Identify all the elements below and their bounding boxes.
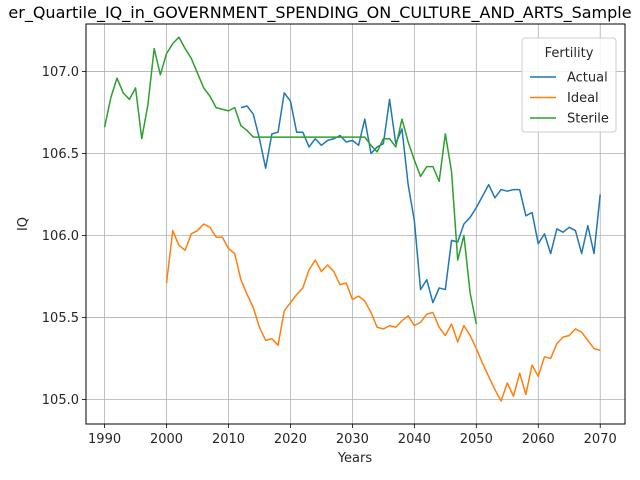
x-tick-label: 2070 bbox=[584, 432, 617, 447]
x-tick-label: 2060 bbox=[522, 432, 555, 447]
y-tick-label: 106.5 bbox=[42, 147, 79, 162]
series-lines bbox=[103, 36, 601, 402]
legend-label-actual: Actual bbox=[567, 71, 608, 86]
legend-title: Fertility bbox=[545, 46, 594, 61]
legend-entries: Actual Ideal Sterile bbox=[530, 71, 609, 127]
y-axis-title: IQ bbox=[16, 217, 31, 231]
series-line-actual bbox=[240, 92, 601, 304]
x-tick-label: 2050 bbox=[460, 432, 493, 447]
chart-title: er_Quartile_IQ_in_GOVERNMENT_SPENDING_ON… bbox=[8, 3, 631, 23]
legend-label-sterile: Sterile bbox=[567, 112, 609, 127]
x-tick-label: 2000 bbox=[150, 432, 183, 447]
y-tick-label: 105.0 bbox=[42, 393, 79, 408]
y-tick-label: 106.0 bbox=[42, 229, 79, 244]
axis-ticks: 1990 2000 2010 2020 2030 2040 2050 2060 2070 105.… bbox=[42, 65, 617, 447]
series-line-ideal bbox=[165, 223, 601, 402]
legend-label-ideal: Ideal bbox=[567, 91, 599, 106]
x-tick-label: 2020 bbox=[274, 432, 307, 447]
legend-box bbox=[521, 37, 617, 133]
y-tick-label: 105.5 bbox=[42, 311, 79, 326]
plot-area-frame bbox=[85, 23, 626, 425]
legend: Fertility Actual Ideal Sterile bbox=[521, 37, 617, 133]
x-tick-label: 2030 bbox=[336, 432, 369, 447]
y-tick-label: 107.0 bbox=[42, 65, 79, 80]
x-tick-label: 2040 bbox=[398, 432, 431, 447]
x-axis-title: Years bbox=[337, 451, 373, 466]
x-tick-label: 2010 bbox=[212, 432, 245, 447]
series-line-sterile bbox=[103, 36, 478, 325]
x-tick-label: 1990 bbox=[88, 432, 121, 447]
